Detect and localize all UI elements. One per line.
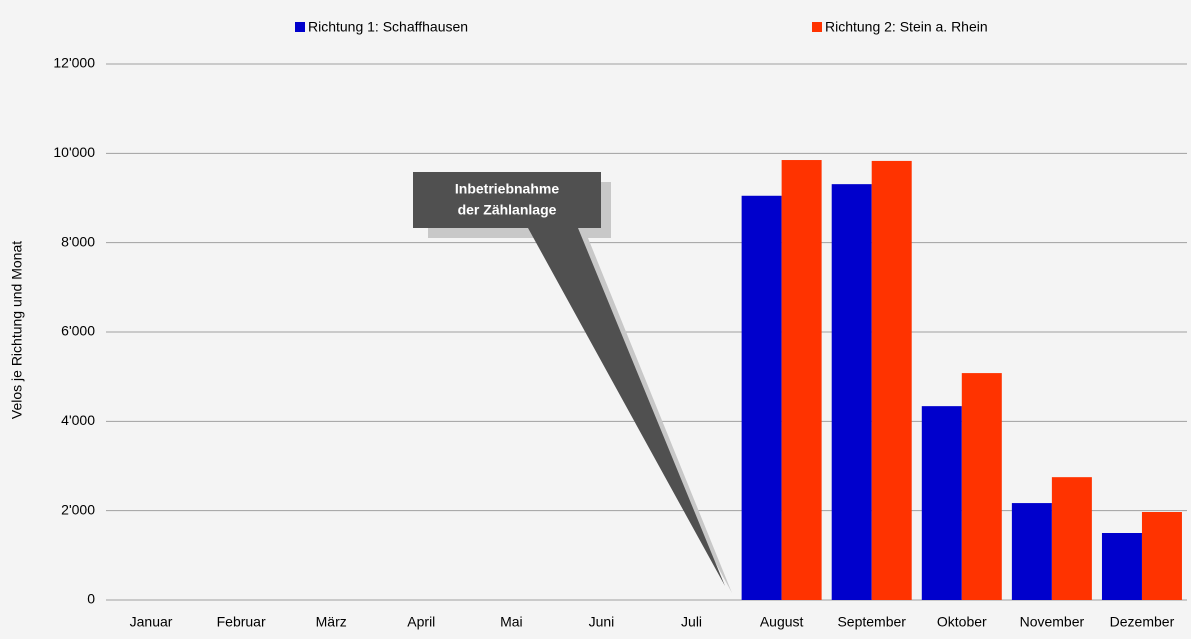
legend-label: Richtung 1: Schaffhausen [308,19,468,35]
legend-swatch [295,22,305,32]
x-tick-label: Februar [217,614,266,630]
x-tick-label: April [407,614,435,630]
y-axis-label: Velos je Richtung und Monat [9,241,25,419]
x-tick-label: November [1020,614,1085,630]
y-tick-label: 4'000 [61,412,95,428]
bar [1141,512,1182,600]
y-tick-label: 10'000 [53,144,95,160]
bar [1011,503,1052,600]
x-tick-label: März [316,614,347,630]
bar [961,373,1002,600]
legend-swatch [812,22,822,32]
x-tick-label: Mai [500,614,523,630]
callout-text: Inbetriebnahme [455,181,559,197]
y-tick-label: 0 [87,591,95,607]
callout-text: der Zählanlage [458,202,557,218]
callout: Inbetriebnahme der Zählanlage [413,172,732,593]
x-tick-label: August [760,614,804,630]
x-tick-label: September [837,614,906,630]
x-tick-label: Oktober [937,614,987,630]
bar [831,184,872,601]
bar [871,160,912,600]
x-tick-label: Januar [130,614,173,630]
x-tick-label: Dezember [1110,614,1175,630]
bar [741,195,782,600]
bar [921,406,962,600]
legend-label: Richtung 2: Stein a. Rhein [825,19,988,35]
y-tick-label: 6'000 [61,323,95,339]
y-tick-label: 12'000 [53,55,95,71]
x-tick-label: Juni [589,614,615,630]
y-tick-label: 2'000 [61,501,95,517]
y-tick-label: 8'000 [61,233,95,249]
bar [1051,477,1092,600]
bar [781,160,822,601]
callout-box [413,172,725,586]
x-tick-label: Juli [681,614,702,630]
bar [1101,533,1142,600]
